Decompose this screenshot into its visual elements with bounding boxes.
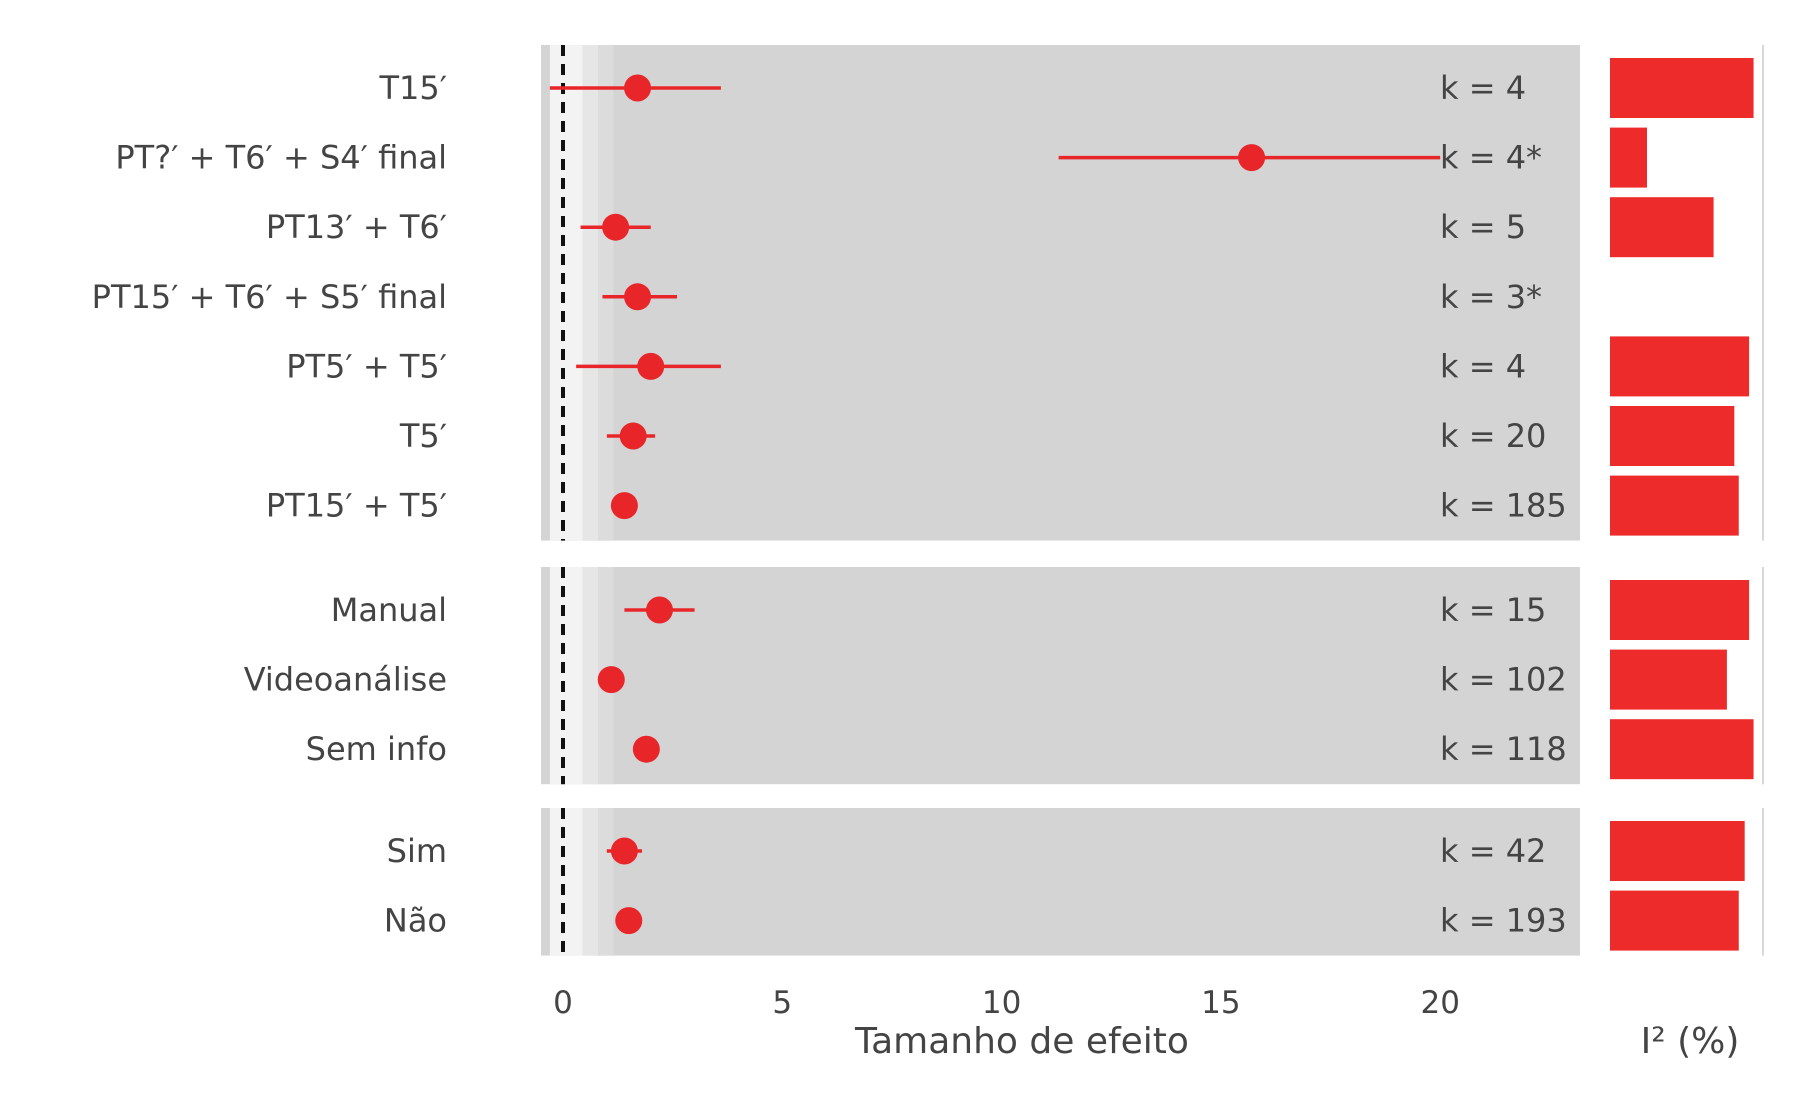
k-label: k = 102 (1440, 661, 1567, 699)
k-label: k = 4 (1440, 69, 1526, 107)
k-label: k = 193 (1440, 902, 1567, 940)
panel-background (541, 808, 1580, 956)
estimate-point (615, 907, 643, 935)
panel-band (582, 567, 599, 785)
panel-background (541, 45, 1580, 541)
row-label: PT?′ + T6′ + S4′ final (115, 139, 447, 177)
estimate-point (597, 666, 625, 694)
k-label: k = 20 (1440, 417, 1546, 455)
i2-bar (1610, 890, 1739, 951)
row-label: PT5′ + T5′ (286, 347, 447, 385)
i2-axis-title: I² (%) (1641, 1021, 1740, 1062)
i2-bars (1610, 58, 1754, 951)
i2-bar (1610, 821, 1745, 881)
panel-background (541, 567, 1580, 785)
row-label: PT15′ + T5′ (266, 487, 447, 525)
x-tick-label: 20 (1420, 985, 1459, 1021)
estimate-point (610, 492, 638, 520)
row-label: PT15′ + T6′ + S5′ final (92, 278, 447, 316)
i2-bar (1610, 649, 1727, 710)
i2-bar (1610, 475, 1739, 536)
row-label: Não (384, 902, 447, 940)
row-label: Sim (387, 832, 447, 870)
k-label: k = 5 (1440, 208, 1526, 246)
panel-band (598, 808, 614, 956)
i2-bar (1610, 580, 1750, 640)
panel-band (598, 45, 614, 541)
x-tick-label: 0 (553, 985, 573, 1021)
estimate-point (602, 213, 630, 241)
estimate-point (645, 596, 673, 624)
estimate-point (610, 837, 638, 865)
panel-band (549, 45, 583, 541)
row-label: Videoanálise (244, 661, 447, 699)
estimate-point (624, 283, 652, 311)
i2-bar (1610, 719, 1754, 780)
panel-band (549, 567, 583, 785)
row-label: Sem info (306, 730, 447, 768)
i2-bar (1610, 406, 1735, 466)
k-label: k = 4* (1440, 139, 1542, 177)
estimate-point (624, 74, 652, 102)
estimate-point (1238, 144, 1266, 172)
x-tick-label: 15 (1201, 985, 1240, 1021)
x-tick-label: 5 (772, 985, 792, 1021)
x-axis-title: Tamanho de efeito (854, 1021, 1189, 1062)
row-label: T15′ (378, 69, 447, 107)
panel-band (582, 45, 599, 541)
k-label: k = 118 (1440, 730, 1567, 768)
x-tick-label: 10 (982, 985, 1021, 1021)
k-label: k = 42 (1440, 832, 1546, 870)
k-label: k = 4 (1440, 347, 1526, 385)
panel-band (582, 808, 599, 956)
x-axis-ticks: 0 5 10 15 20 (553, 985, 1460, 1021)
i2-bar (1610, 197, 1714, 258)
i2-bar (1610, 58, 1754, 118)
i2-bar (1610, 127, 1647, 188)
labels: T15′ k = 4 PT?′ + T6′ + S4′ final k = 4* PT1… (92, 69, 1567, 940)
panel-band (549, 808, 583, 956)
k-label: k = 15 (1440, 591, 1546, 629)
i2-bar (1610, 336, 1750, 397)
k-label: k = 3* (1440, 278, 1542, 316)
estimate-point (619, 422, 647, 450)
row-label: PT13′ + T6′ (266, 208, 447, 246)
row-label: Manual (331, 591, 447, 629)
panels (541, 45, 1764, 956)
row-label: T5′ (399, 417, 447, 455)
estimate-point (632, 735, 660, 763)
marks (549, 74, 1441, 935)
estimate-point (637, 352, 665, 380)
k-label: k = 185 (1440, 487, 1567, 525)
